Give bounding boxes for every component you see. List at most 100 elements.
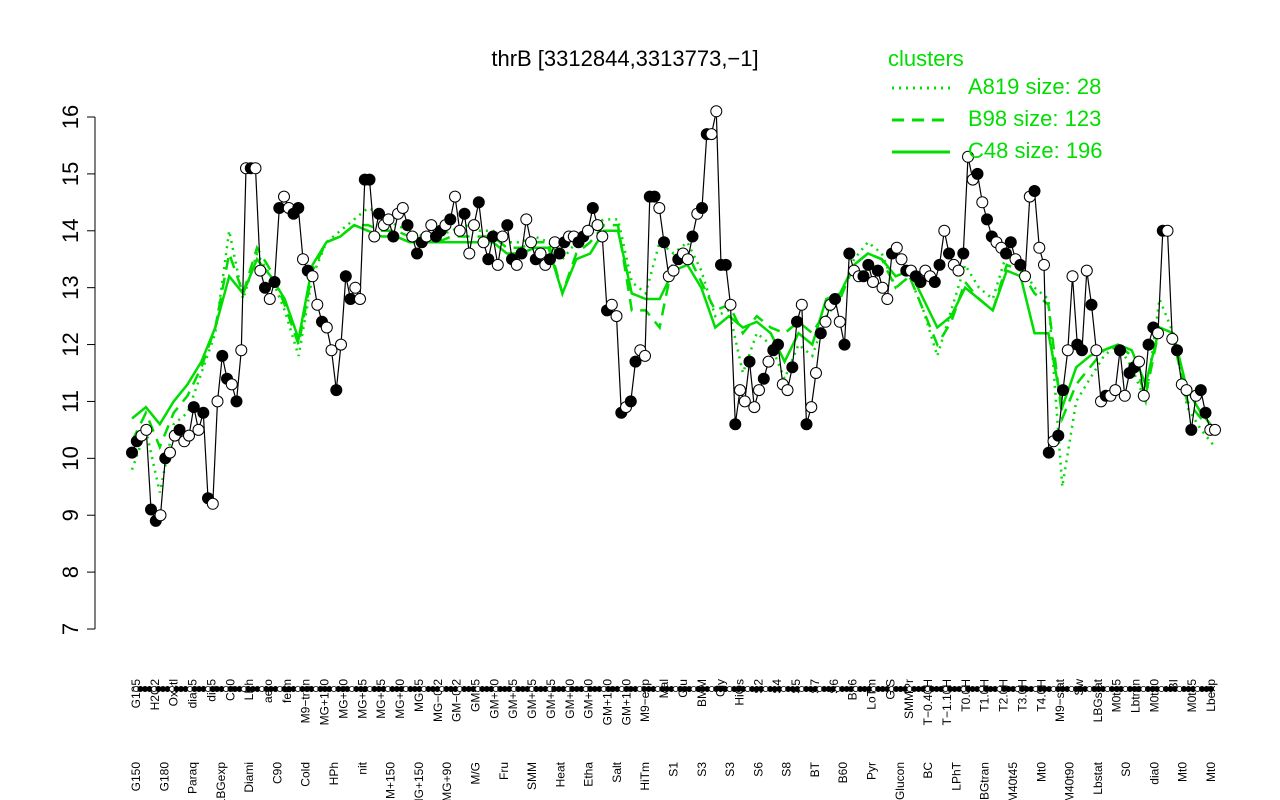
data-point bbox=[292, 202, 305, 214]
x-tick-label: GM+25 bbox=[525, 679, 539, 719]
x-tick-label: GM+150 bbox=[619, 679, 633, 726]
data-point bbox=[534, 247, 547, 260]
data-point bbox=[586, 202, 599, 214]
data-point bbox=[843, 247, 856, 260]
x-tick-label: Lbexp bbox=[1204, 679, 1218, 712]
data-point bbox=[591, 219, 604, 232]
x-tick-label: G180 bbox=[157, 762, 171, 792]
data-point bbox=[1166, 332, 1179, 345]
data-point bbox=[330, 384, 343, 397]
x-tick-label: T3.0H bbox=[1015, 679, 1029, 712]
series-line-a819 bbox=[130, 206, 1216, 493]
x-tick-label: GM+45 bbox=[544, 679, 558, 719]
x-tick-label: T4.0H bbox=[1034, 679, 1048, 712]
y-tick-label: 7 bbox=[58, 623, 83, 635]
data-point bbox=[1019, 270, 1031, 283]
data-point bbox=[325, 344, 338, 357]
x-tick-label: Oxctl bbox=[167, 679, 181, 706]
data-point bbox=[1185, 423, 1198, 436]
data-point bbox=[145, 503, 157, 516]
data-point bbox=[1194, 384, 1207, 397]
x-tick-label: GM+150 bbox=[384, 762, 398, 800]
x-tick-label: T−1.10H bbox=[940, 679, 954, 725]
x-tick-label: MG+60 bbox=[337, 679, 351, 719]
data-point bbox=[197, 406, 210, 419]
y-tick-label: 12 bbox=[58, 332, 83, 356]
data-point bbox=[710, 105, 723, 118]
legend-entry: C48 size: 196 bbox=[968, 138, 1103, 163]
x-tick-label: Cold bbox=[299, 762, 313, 787]
legend-entry: A819 size: 28 bbox=[968, 74, 1101, 99]
data-point bbox=[838, 338, 851, 351]
x-tick-label: M40t45 bbox=[1006, 762, 1020, 800]
x-tick-label: HiTm bbox=[638, 762, 652, 791]
data-point bbox=[786, 361, 799, 374]
data-point bbox=[268, 276, 281, 288]
data-point bbox=[1080, 264, 1093, 277]
x-tick-label: Mt0 bbox=[1204, 762, 1218, 782]
data-point bbox=[339, 270, 352, 283]
data-point bbox=[525, 236, 537, 249]
x-tick-label: Fru bbox=[497, 762, 511, 780]
x-tick-label: B60 bbox=[836, 762, 850, 784]
legend-entry: B98 size: 123 bbox=[968, 106, 1101, 131]
data-point bbox=[719, 258, 732, 271]
x-tick-label: Etha bbox=[582, 762, 596, 787]
x-tick-label: S8 bbox=[780, 762, 794, 777]
data-point bbox=[734, 384, 746, 397]
data-point bbox=[396, 202, 409, 214]
data-point bbox=[1038, 258, 1050, 271]
x-tick-label: LoTm bbox=[865, 679, 879, 710]
data-point bbox=[952, 264, 965, 277]
data-point bbox=[596, 230, 609, 243]
data-point bbox=[724, 298, 737, 311]
x-tick-label: SMM bbox=[525, 762, 539, 790]
data-point bbox=[928, 276, 941, 288]
x-tick-label: dia0 bbox=[1147, 762, 1161, 785]
x-tick-label: Lbtran bbox=[1129, 679, 1143, 713]
data-point bbox=[520, 213, 533, 226]
x-tick-label: M0t90 bbox=[1147, 679, 1161, 713]
x-tick-label: MG−0.2 bbox=[431, 679, 445, 722]
x-tick-label: MG+150 bbox=[412, 762, 426, 800]
data-point bbox=[406, 230, 419, 243]
x-tick-label: G150 bbox=[129, 762, 143, 792]
data-point bbox=[1199, 406, 1212, 419]
x-tick-label: LBGtran bbox=[978, 762, 992, 800]
data-point bbox=[453, 224, 466, 237]
data-points bbox=[126, 105, 1221, 527]
x-tick-label: M/G bbox=[469, 762, 483, 785]
data-point bbox=[259, 281, 271, 294]
x-tick-label: BI bbox=[1166, 679, 1180, 690]
x-tick-label: GM+120 bbox=[601, 679, 615, 726]
x-tick-label: S0 bbox=[1119, 762, 1133, 777]
x-tick-label: M0t45 bbox=[1110, 679, 1124, 713]
x-tick-label: M9−exp bbox=[638, 679, 652, 722]
data-point bbox=[943, 247, 955, 260]
data-point bbox=[254, 264, 267, 277]
data-point bbox=[249, 162, 262, 175]
y-tick-label: 9 bbox=[58, 509, 83, 521]
data-point bbox=[653, 202, 666, 214]
data-point bbox=[183, 429, 195, 442]
data-point bbox=[772, 338, 784, 351]
data-point bbox=[791, 315, 803, 328]
x-tick-label: dia15 bbox=[186, 679, 200, 709]
data-point bbox=[857, 270, 870, 283]
data-point bbox=[981, 213, 993, 226]
x-tick-label: T−0.40H bbox=[921, 679, 935, 725]
data-point bbox=[363, 173, 376, 186]
data-point bbox=[610, 310, 623, 323]
x-tick-label: T1.0H bbox=[978, 679, 992, 712]
x-tick-label: BMM bbox=[695, 679, 709, 707]
x-tick-labels: G135H2O2Oxctldia15dia5C30LPhaerofermM9−t… bbox=[129, 678, 1218, 800]
x-tick-label: LPhT bbox=[949, 761, 963, 790]
data-point bbox=[890, 241, 903, 254]
data-point bbox=[933, 258, 946, 271]
data-point bbox=[862, 258, 875, 271]
data-point bbox=[1137, 389, 1150, 402]
data-point bbox=[1066, 270, 1079, 283]
x-tick-label: MG+10 bbox=[393, 679, 407, 719]
data-point bbox=[1180, 384, 1193, 397]
